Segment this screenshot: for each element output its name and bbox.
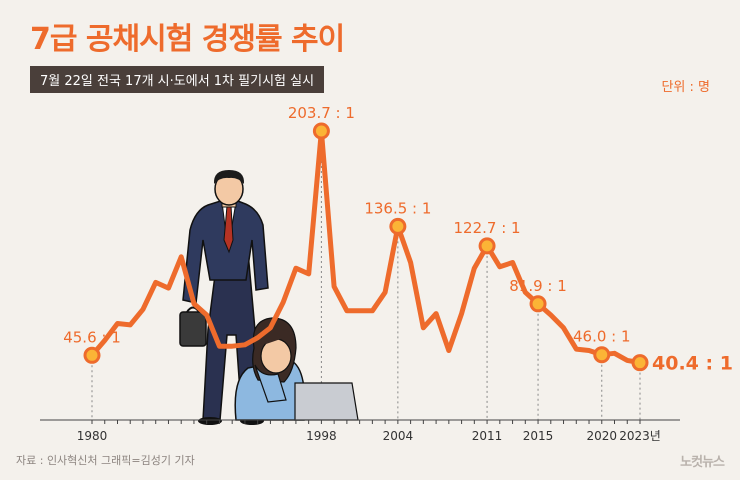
illustration: [179, 170, 359, 425]
data-label: 46.0 : 1: [573, 328, 631, 346]
chart-title: 7급 공채시험 경쟁률 추이: [30, 22, 345, 57]
x-axis-minor-ticks: [91, 420, 641, 424]
data-point: [478, 237, 496, 255]
x-tick-label: 2023년: [619, 429, 661, 443]
data-point: [83, 346, 101, 364]
x-tick-label: 2004: [383, 429, 414, 443]
source-credit: 자료 : 인사혁신처 그래픽=김성기 기자: [16, 454, 195, 467]
x-axis-tick-labels: 1980 1998 2004 2011 2015 2020 2023년: [77, 429, 661, 443]
chart-subtitle: 7월 22일 전국 17개 시·도에서 1차 필기시험 실시: [30, 66, 325, 93]
x-tick-label: 2015: [523, 429, 554, 443]
x-tick-label: 2011: [472, 429, 503, 443]
data-point: [593, 346, 611, 364]
data-label: 136.5 : 1: [364, 199, 431, 217]
data-labels: 45.6 : 1 203.7 : 1 136.5 : 1 122.7 : 1 81.9 …: [63, 104, 733, 375]
unit-label: 단위 : 명: [661, 80, 710, 95]
data-label: 40.4 : 1: [652, 353, 733, 375]
guide-lines: [91, 131, 641, 420]
data-label: 81.9 : 1: [509, 277, 567, 295]
data-markers: [83, 122, 649, 372]
data-point: [631, 354, 649, 372]
data-label: 45.6 : 1: [63, 328, 121, 346]
data-point: [529, 295, 547, 313]
woman-illustration: [234, 317, 359, 421]
x-tick-label: 1980: [77, 429, 108, 443]
data-point: [389, 217, 407, 235]
x-tick-label: 2020: [586, 429, 617, 443]
publisher-logo: 노컷뉴스: [680, 455, 725, 470]
data-label: 203.7 : 1: [288, 104, 355, 122]
data-label: 122.7 : 1: [454, 219, 521, 237]
data-point: [312, 122, 330, 140]
series-line: [89, 128, 643, 366]
x-tick-label: 1998: [306, 429, 337, 443]
